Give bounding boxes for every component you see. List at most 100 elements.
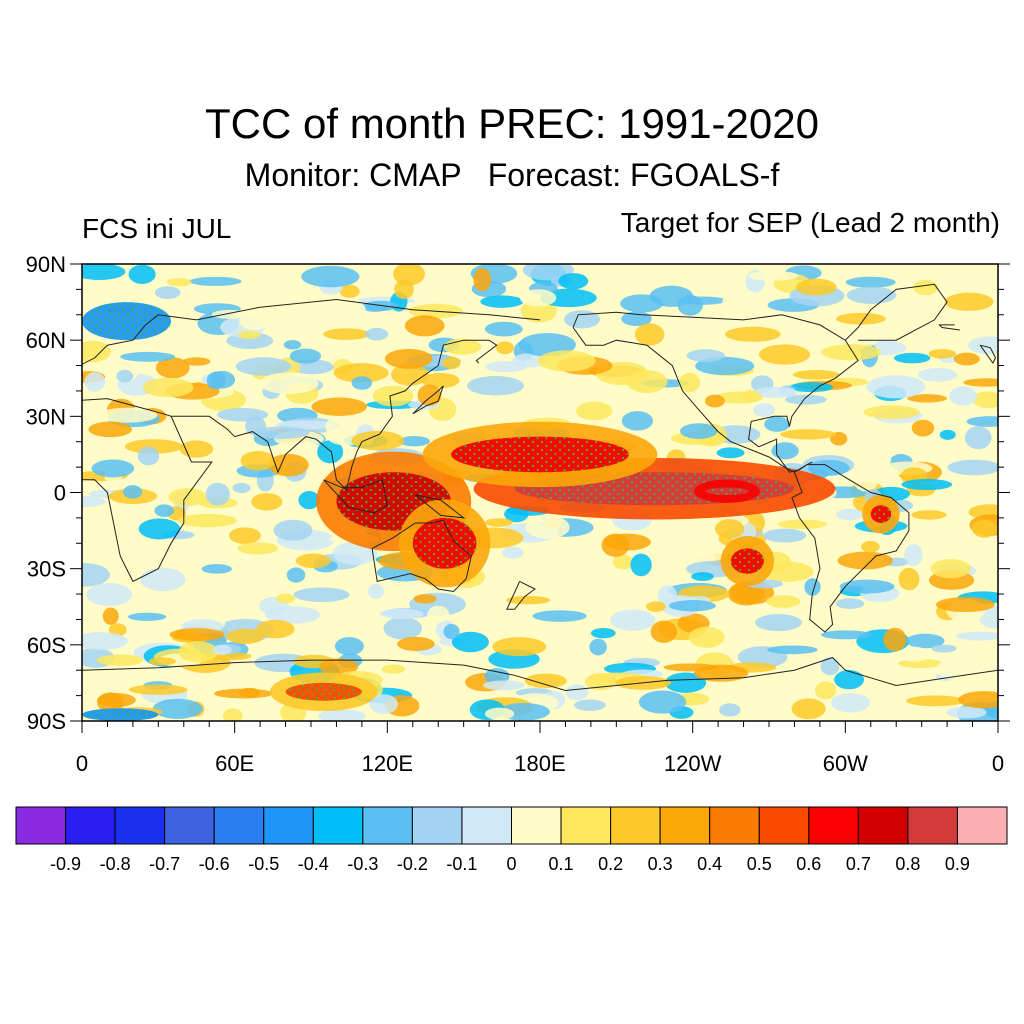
tcc-patch: [822, 332, 878, 349]
tcc-patch: [646, 601, 666, 612]
tcc-patch: [565, 684, 589, 701]
coastline: [844, 283, 948, 341]
tcc-patch: [323, 328, 370, 340]
tcc-patch: [522, 264, 574, 281]
tcc-patch: [949, 386, 978, 406]
lat-label: 60S: [27, 633, 66, 658]
tcc-patch: [958, 691, 998, 709]
lat-label: 90S: [27, 709, 66, 734]
tcc-patch: [148, 657, 176, 666]
tcc-patch: [485, 361, 528, 373]
tcc-patch: [97, 693, 136, 708]
tcc-patch: [84, 372, 106, 392]
tcc-patch: [953, 352, 980, 366]
colorbar-swatch: [213, 806, 265, 845]
tcc-patch: [318, 709, 366, 721]
colorbar-label: 0.6: [796, 854, 821, 874]
coastline: [412, 385, 444, 415]
coastline: [506, 580, 536, 610]
tcc-patch: [839, 579, 895, 594]
tcc-patch: [563, 310, 601, 329]
tcc-patch: [393, 264, 425, 286]
colorbar-swatch: [709, 806, 760, 845]
tcc-patch: [404, 315, 445, 337]
tcc-patch: [834, 670, 865, 690]
tcc-patch: [911, 510, 947, 520]
tcc-patch: [532, 610, 587, 622]
tcc-patch: [502, 546, 524, 559]
tcc-patch: [251, 426, 310, 439]
tcc-patch: [293, 587, 350, 603]
colorbar-label: 0: [506, 854, 516, 874]
tcc-patch: [911, 419, 935, 437]
tcc-patch: [722, 294, 743, 310]
tcc-patch: [154, 504, 175, 518]
colorbar-label: 0.7: [846, 854, 871, 874]
colorbar-label: 0.2: [598, 854, 623, 874]
tcc-patch: [638, 690, 687, 714]
tcc-patch: [413, 594, 437, 604]
colorbar-swatch: [15, 806, 67, 845]
tcc-patch: [519, 289, 557, 307]
tcc-patch: [793, 370, 840, 380]
colorbar-label: 0.4: [697, 854, 722, 874]
tcc-patch: [228, 527, 261, 544]
tcc-patch: [807, 459, 850, 476]
colorbar-label: 0.9: [945, 854, 970, 874]
tcc-patch: [716, 279, 747, 293]
tcc-patch: [102, 607, 119, 625]
colorbar: -0.9 -0.8 -0.7 -0.6 -0.5 -0.4 -0.3 -0.2 -0.1 0 0.1…: [15, 806, 1008, 874]
tcc-patch: [524, 673, 567, 689]
tcc-patch: [767, 645, 818, 655]
tcc-patch: [853, 468, 879, 492]
colorbar-label: -0.6: [199, 854, 230, 874]
colorbar-swatch: [808, 806, 859, 845]
tcc-patch: [558, 273, 589, 290]
tcc-patch: [763, 528, 807, 543]
tcc-patch: [295, 553, 331, 569]
tcc-patch: [939, 429, 956, 440]
tcc-patch: [715, 519, 745, 539]
tcc-patch: [759, 344, 811, 365]
tcc-patch: [238, 687, 261, 698]
tcc-patch: [384, 348, 433, 369]
tcc-patch: [122, 485, 143, 499]
tcc-patch: [955, 631, 998, 641]
tcc-patch: [931, 644, 957, 653]
colorbar-label: 0.5: [747, 854, 772, 874]
colorbar-swatch: [857, 806, 909, 845]
lat-label: 0: [54, 481, 66, 506]
tcc-patch: [289, 348, 322, 364]
tcc-patch: [239, 311, 270, 331]
tcc-patch: [235, 357, 292, 376]
tcc-patch: [686, 349, 725, 362]
tcc-patch: [906, 633, 945, 649]
colorbar-swatch: [956, 806, 1008, 845]
lat-label: 30N: [26, 404, 66, 429]
lat-label: 30S: [27, 557, 66, 582]
colorbar-label: -0.7: [149, 854, 180, 874]
lon-label: 120W: [664, 751, 722, 776]
axis-ticks: [70, 263, 1010, 733]
tcc-patch: [904, 543, 923, 567]
tcc-patch: [82, 496, 106, 508]
colorbar-label: 0.1: [549, 854, 574, 874]
tcc-patch: [704, 394, 725, 408]
tcc-patch: [238, 330, 261, 340]
significance-stipple: [82, 302, 172, 341]
tcc-patch: [189, 276, 242, 286]
tcc-patch: [199, 596, 228, 619]
colorbar-label: -0.4: [298, 854, 329, 874]
lon-label: 0: [76, 751, 88, 776]
tcc-patch: [484, 707, 515, 720]
tcc-patch: [765, 595, 801, 608]
tcc-patch: [492, 637, 547, 657]
tcc-patch: [206, 371, 226, 390]
tcc-patch: [820, 630, 872, 640]
tcc-patch: [913, 279, 938, 296]
colorbar-swatch: [907, 806, 958, 845]
tcc-patch: [482, 680, 525, 691]
tcc-patch: [97, 407, 158, 423]
tcc-patch: [323, 298, 366, 321]
tcc-patch: [754, 614, 802, 632]
